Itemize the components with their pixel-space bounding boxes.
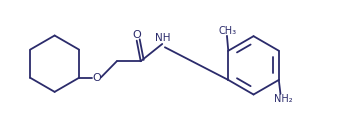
- Text: O: O: [132, 30, 141, 40]
- Text: CH₃: CH₃: [219, 26, 237, 36]
- Text: O: O: [92, 73, 101, 83]
- Text: NH₂: NH₂: [274, 94, 292, 105]
- Text: NH: NH: [155, 33, 171, 43]
